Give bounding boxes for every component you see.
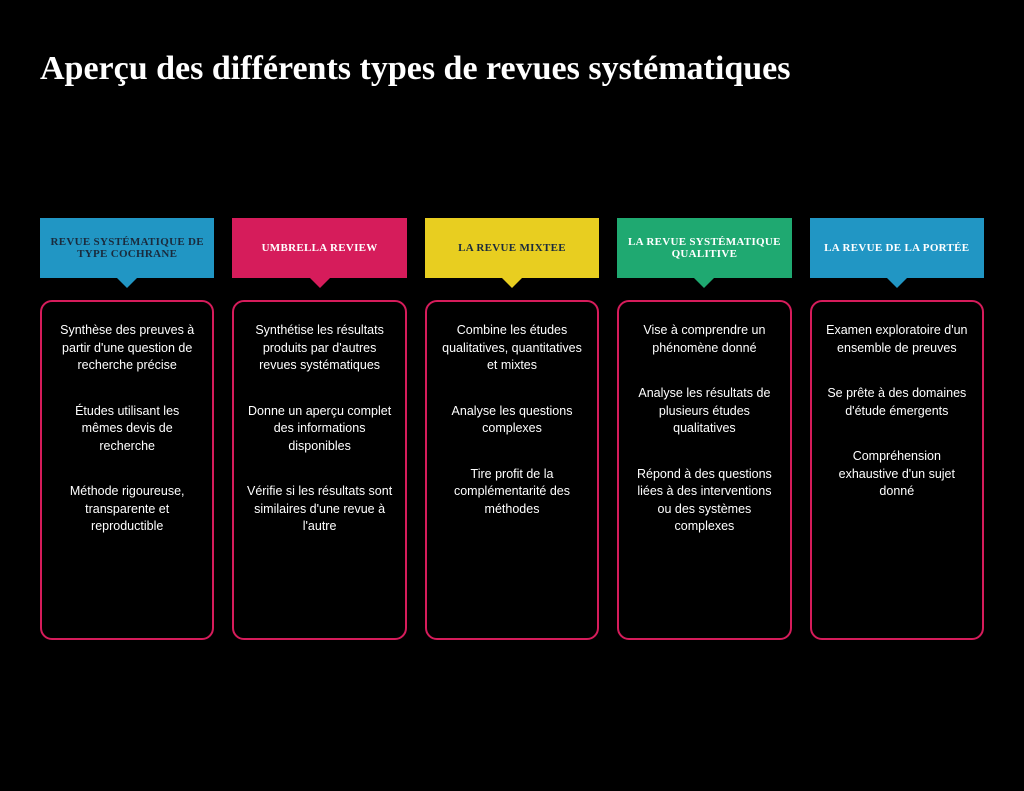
content-item: Se prête à des domaines d'étude émergent… bbox=[824, 385, 970, 420]
column-mixte: LA REVUE MIXTEE Combine les études quali… bbox=[425, 218, 599, 640]
content-item: Compréhension exhaustive d'un sujet donn… bbox=[824, 448, 970, 501]
infographic-container: Aperçu des différents types de revues sy… bbox=[0, 0, 1024, 690]
header-qualitive: LA REVUE SYSTÉMATIQUE QUALITIVE bbox=[617, 218, 791, 278]
column-qualitive: LA REVUE SYSTÉMATIQUE QUALITIVE Vise à c… bbox=[617, 218, 791, 640]
content-item: Donne un aperçu complet des informations… bbox=[246, 403, 392, 456]
content-item: Combine les études qualitatives, quantit… bbox=[439, 322, 585, 375]
page-title: Aperçu des différents types de revues sy… bbox=[40, 50, 984, 88]
content-item: Synthétise les résultats produits par d'… bbox=[246, 322, 392, 375]
content-qualitive: Vise à comprendre un phénomène donné Ana… bbox=[617, 300, 791, 640]
content-item: Analyse les questions complexes bbox=[439, 403, 585, 438]
column-umbrella: UMBRELLA REVIEW Synthétise les résultats… bbox=[232, 218, 406, 640]
content-umbrella: Synthétise les résultats produits par d'… bbox=[232, 300, 406, 640]
content-item: Analyse les résultats de plusieurs étude… bbox=[631, 385, 777, 438]
header-cochrane: REVUE SYSTÉMATIQUE DE TYPE COCHRANE bbox=[40, 218, 214, 278]
header-umbrella: UMBRELLA REVIEW bbox=[232, 218, 406, 278]
content-item: Études utilisant les mêmes devis de rech… bbox=[54, 403, 200, 456]
content-item: Vise à comprendre un phénomène donné bbox=[631, 322, 777, 357]
content-item: Répond à des questions liées à des inter… bbox=[631, 466, 777, 536]
content-portee: Examen exploratoire d'un ensemble de pre… bbox=[810, 300, 984, 640]
content-cochrane: Synthèse des preuves à partir d'une ques… bbox=[40, 300, 214, 640]
content-item: Examen exploratoire d'un ensemble de pre… bbox=[824, 322, 970, 357]
column-portee: LA REVUE DE LA PORTÉE Examen exploratoir… bbox=[810, 218, 984, 640]
content-item: Méthode rigoureuse, transparente et repr… bbox=[54, 483, 200, 536]
content-item: Tire profit de la complémentarité des mé… bbox=[439, 466, 585, 519]
header-mixte: LA REVUE MIXTEE bbox=[425, 218, 599, 278]
header-portee: LA REVUE DE LA PORTÉE bbox=[810, 218, 984, 278]
content-item: Vérifie si les résultats sont similaires… bbox=[246, 483, 392, 536]
content-mixte: Combine les études qualitatives, quantit… bbox=[425, 300, 599, 640]
columns-row: REVUE SYSTÉMATIQUE DE TYPE COCHRANE Synt… bbox=[40, 218, 984, 640]
column-cochrane: REVUE SYSTÉMATIQUE DE TYPE COCHRANE Synt… bbox=[40, 218, 214, 640]
content-item: Synthèse des preuves à partir d'une ques… bbox=[54, 322, 200, 375]
